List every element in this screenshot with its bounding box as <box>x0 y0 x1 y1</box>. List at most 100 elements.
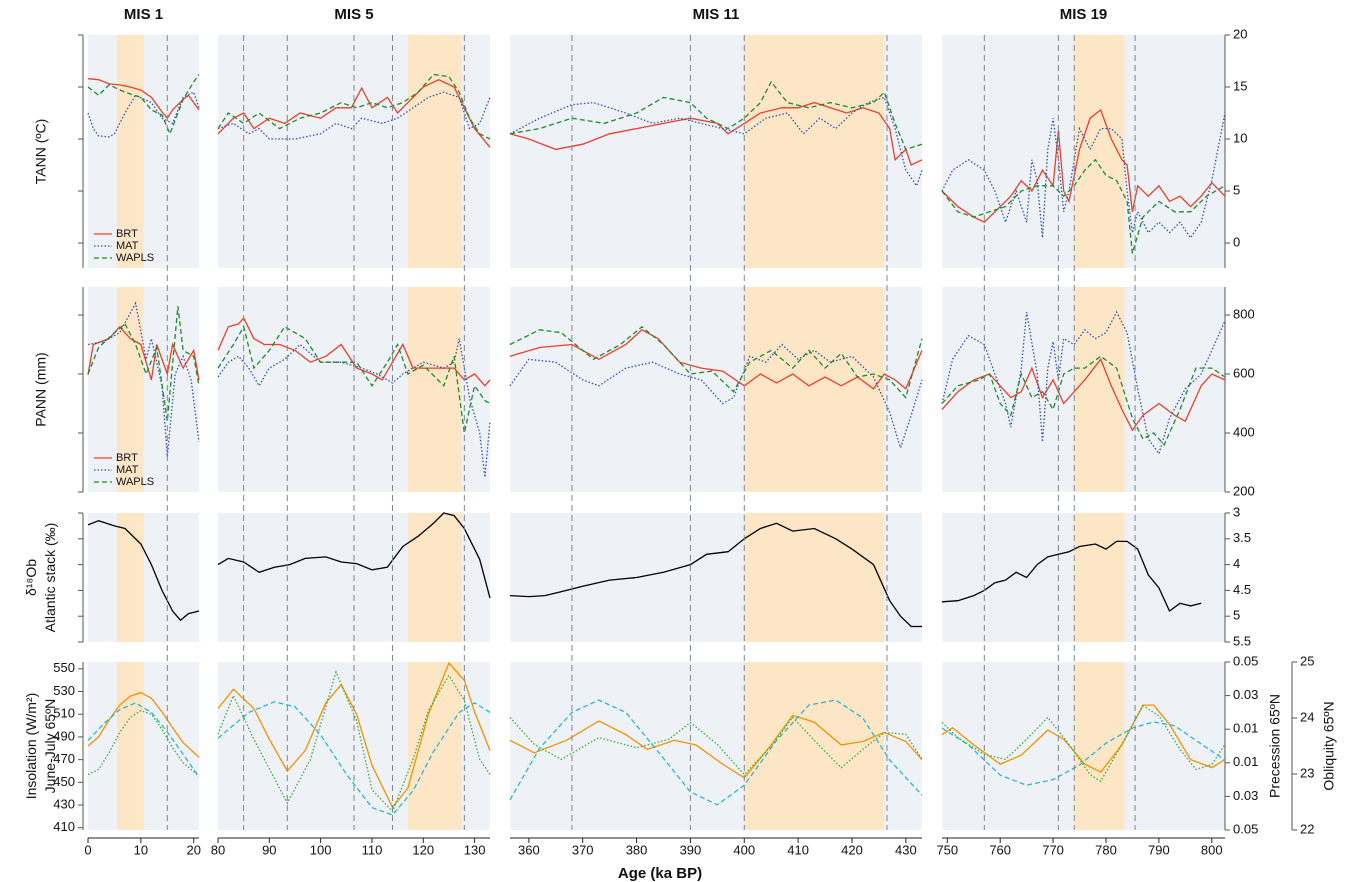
y2-tick-label: 0.01 <box>1233 721 1258 736</box>
y-tick-label: 800 <box>1233 306 1255 321</box>
y-tick-label: 410 <box>53 819 75 834</box>
column-title: MIS 19 <box>1060 6 1108 23</box>
x-tick-label: 770 <box>1042 842 1064 857</box>
interglacial-shading <box>117 513 144 642</box>
x-tick-label: 760 <box>989 842 1011 857</box>
interglacial-shading <box>744 287 885 492</box>
x-tick-label: 10 <box>134 842 148 857</box>
y-tick-label: 450 <box>53 774 75 789</box>
x-tick-label: 80 <box>211 842 225 857</box>
y-tick-label: 0 <box>1233 234 1240 249</box>
y-tick-label: 4 <box>1233 556 1240 571</box>
y-tick-label: 15 <box>1233 78 1247 93</box>
x-tick-label: 420 <box>841 842 863 857</box>
interglacial-shading <box>407 513 462 642</box>
series-line <box>941 704 1226 773</box>
legend-label: WAPLS <box>116 476 154 488</box>
y-tick-label: 400 <box>1233 424 1255 439</box>
x-tick-label: 100 <box>310 842 332 857</box>
column-title: MIS 5 <box>334 6 373 23</box>
series-line <box>217 512 491 599</box>
y-tick-label: 200 <box>1233 483 1255 498</box>
series-line <box>87 691 200 758</box>
y-axis-label: Insolation (W/m²) <box>23 693 39 800</box>
x-axis-label: Age (ka BP) <box>618 865 702 882</box>
series-line <box>509 96 923 188</box>
interglacial-shading <box>117 35 144 268</box>
series-line <box>217 701 491 816</box>
series-line <box>509 343 923 450</box>
x-tick-label: 790 <box>1148 842 1170 857</box>
y-tick-label: 20 <box>1233 26 1247 41</box>
series-line <box>217 91 491 140</box>
y-tick-label: 490 <box>53 728 75 743</box>
legend-label: BRT <box>116 452 138 464</box>
series-line <box>217 73 491 140</box>
x-tick-label: 0 <box>84 842 91 857</box>
interglacial-shading <box>744 662 885 830</box>
x-tick-label: 800 <box>1201 842 1223 857</box>
x-tick-label: 120 <box>412 842 434 857</box>
y-tick-label: 5 <box>1233 182 1240 197</box>
y2-tick-label: 0.03 <box>1233 687 1258 702</box>
series-line <box>87 74 200 136</box>
legend-label: MAT <box>116 464 139 476</box>
y-tick-label: 5.5 <box>1233 633 1251 648</box>
interglacial-shading <box>744 513 885 642</box>
y3-tick-label: 23 <box>1300 765 1314 780</box>
series-line <box>87 91 200 138</box>
y-tick-label: 600 <box>1233 365 1255 380</box>
series-line <box>87 520 200 622</box>
y2-tick-label: 0.05 <box>1233 653 1258 668</box>
interglacial-shading <box>744 35 885 268</box>
y-axis-label: PANN (mm) <box>33 352 49 426</box>
series-line <box>941 310 1226 456</box>
x-tick-label: 430 <box>895 842 917 857</box>
y-axis-label: Atlantic stack (‰) <box>42 523 58 633</box>
series-line <box>87 709 200 777</box>
legend-label: WAPLS <box>116 252 154 264</box>
y3-tick-label: 22 <box>1300 821 1314 836</box>
interglacial-shading <box>117 287 144 492</box>
x-tick-label: 410 <box>787 842 809 857</box>
y3-tick-label: 25 <box>1300 653 1314 668</box>
series-line <box>87 702 200 778</box>
series-line <box>941 704 1226 783</box>
x-tick-label: 110 <box>362 842 383 857</box>
series-line <box>217 670 491 813</box>
y-tick-label: 4.5 <box>1233 582 1251 597</box>
y-tick-label: 530 <box>53 683 75 698</box>
interglacial-shading <box>407 35 462 268</box>
series-line <box>217 316 491 387</box>
column-title: MIS 11 <box>693 6 740 23</box>
interglacial-shading <box>117 662 144 830</box>
x-tick-label: 380 <box>626 842 648 857</box>
series-line <box>509 329 923 390</box>
column-title: MIS 1 <box>124 6 163 23</box>
y-tick-label: 5 <box>1233 608 1240 623</box>
series-line <box>217 325 491 434</box>
y-tick-label: 3 <box>1233 504 1240 519</box>
series-line <box>509 80 923 151</box>
series-line <box>941 108 1226 223</box>
series-line <box>941 158 1226 254</box>
x-tick-label: 750 <box>936 842 958 857</box>
series-line <box>509 699 923 806</box>
y3-axis-label: Obliquity 65ºN <box>1321 701 1337 790</box>
interglacial-shading <box>1074 662 1125 830</box>
y2-tick-label: 0.01 <box>1233 754 1258 769</box>
series-line <box>217 78 491 148</box>
y-tick-label: 430 <box>53 796 75 811</box>
y3-tick-label: 24 <box>1300 709 1314 724</box>
interglacial-shading <box>1074 35 1125 268</box>
y-tick-label: 10 <box>1233 130 1247 145</box>
x-tick-label: 130 <box>464 842 486 857</box>
x-tick-label: 360 <box>518 842 540 857</box>
y-tick-label: 550 <box>53 660 75 675</box>
series-line <box>509 101 923 166</box>
y2-tick-label: 0.05 <box>1233 821 1258 836</box>
y2-tick-label: 0.03 <box>1233 788 1258 803</box>
x-tick-label: 90 <box>262 842 276 857</box>
y-axis-label: TANN (ºC) <box>33 119 49 185</box>
